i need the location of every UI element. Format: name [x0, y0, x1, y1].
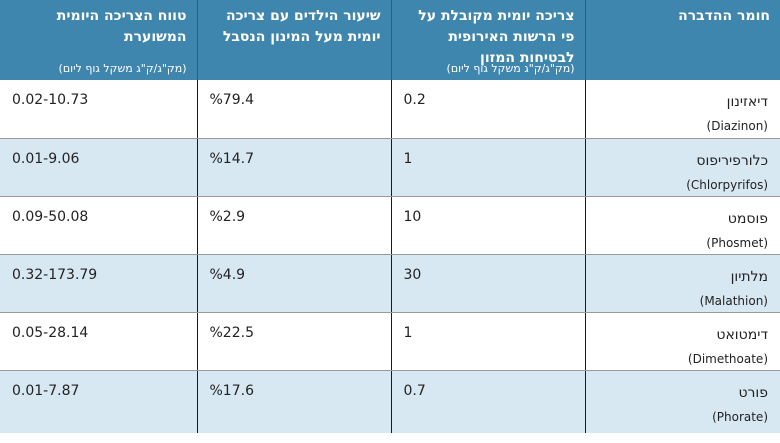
range-cell: 0.01-9.06 — [0, 138, 197, 197]
substance-name-he: מלתיון — [730, 268, 768, 285]
children-pct-cell: %79.4 — [196, 80, 391, 139]
header-range: טווח הצריכה היומית המשוערת (מק"ג/ק"ג משקל… — [0, 0, 197, 80]
pesticide-table: חומר ההדברה צריכה יומית מקובלת על פי הרש… — [0, 0, 780, 433]
substance-cell: פוסמט (Phosmet) — [584, 196, 780, 255]
substance-cell: כלורפיריפוס (Chlorpyrifos) — [584, 138, 780, 197]
table-row: כלורפיריפוס (Chlorpyrifos) 1 %14.7 0.01-9… — [0, 138, 780, 197]
header-children-pct: שיעור הילדים עם צריכה יומית מעל המינון ה… — [196, 0, 391, 80]
children-pct-cell: %14.7 — [196, 138, 391, 197]
adi-cell: 30 — [390, 254, 585, 313]
adi-cell: 1 — [390, 138, 585, 197]
adi-cell: 0.2 — [390, 80, 585, 139]
header-adi: צריכה יומית מקובלת על פי הרשות האירופית … — [390, 0, 585, 80]
substance-name-en: (Phorate) — [712, 409, 768, 424]
substance-cell: פורט (Phorate) — [584, 370, 780, 433]
substance-name-he: דימטואט — [716, 326, 768, 343]
header-substance-label: חומר ההדברה — [678, 8, 770, 24]
range-cell: 0.32-173.79 — [0, 254, 197, 313]
substance-name-en: (Dimethoate) — [687, 351, 768, 366]
substance-cell: מלתיון (Malathion) — [584, 254, 780, 313]
substance-name-en: (Diazinon) — [706, 119, 768, 133]
substance-name-en: (Chlorpyrifos) — [686, 177, 768, 192]
table-row: דימטואט (Dimethoate) 1 %22.5 0.05-28.14 — [0, 312, 780, 371]
table-row: פוסמט (Phosmet) 10 %2.9 0.09-50.08 — [0, 196, 780, 255]
substance-name-en: (Phosmet) — [706, 235, 768, 250]
header-range-label: טווח הצריכה היומית המשוערת — [56, 8, 187, 45]
children-pct-cell: %22.5 — [196, 312, 391, 371]
adi-cell: 10 — [390, 196, 585, 255]
range-cell: 0.05-28.14 — [0, 312, 197, 371]
substance-cell: דימטואט (Dimethoate) — [584, 312, 780, 371]
header-range-unit: (מק"ג/ק"ג משקל גוף ליום) — [58, 62, 187, 75]
range-cell: 0.09-50.08 — [0, 196, 197, 255]
children-pct-cell: %2.9 — [196, 196, 391, 255]
adi-cell: 0.7 — [390, 370, 585, 433]
children-pct-cell: %17.6 — [196, 370, 391, 433]
range-cell: 0.01-7.87 — [0, 370, 197, 433]
header-adi-unit: (מק"ג/ק"ג משקל גוף ליום) — [446, 62, 575, 75]
table-row: מלתיון (Malathion) 30 %4.9 0.32-173.79 — [0, 254, 780, 313]
header-children-pct-label: שיעור הילדים עם צריכה יומית מעל המינון ה… — [222, 8, 381, 45]
header-row: חומר ההדברה צריכה יומית מקובלת על פי הרש… — [0, 0, 780, 80]
substance-name-he: דיאזינון — [726, 94, 768, 110]
table-row: דיאזינון (Diazinon) 0.2 %79.4 0.02-10.73 — [0, 80, 780, 139]
children-pct-cell: %4.9 — [196, 254, 391, 313]
header-adi-label: צריכה יומית מקובלת על פי הרשות האירופית … — [418, 8, 575, 66]
substance-name-he: פורט — [738, 384, 768, 401]
substance-cell: דיאזינון (Diazinon) — [584, 80, 780, 139]
table-row: פורט (Phorate) 0.7 %17.6 0.01-7.87 — [0, 370, 780, 433]
substance-name-he: כלורפיריפוס — [696, 152, 768, 169]
substance-name-en: (Malathion) — [699, 293, 768, 308]
adi-cell: 1 — [390, 312, 585, 371]
range-cell: 0.02-10.73 — [0, 80, 197, 139]
substance-name-he: פוסמט — [727, 210, 768, 227]
header-substance: חומר ההדברה — [584, 0, 780, 80]
